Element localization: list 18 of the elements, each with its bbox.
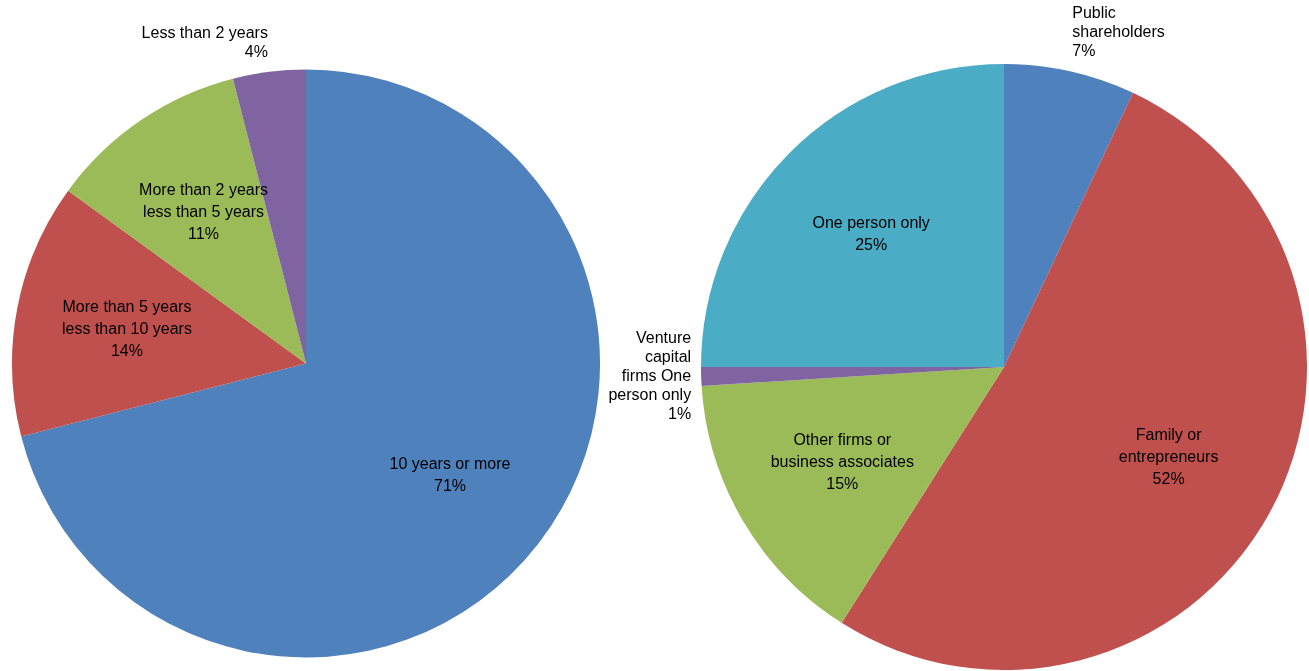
slice-label: Other firms or business associates (770, 431, 914, 471)
data-label: 7% (1072, 42, 1096, 60)
slice-label: Less than 2 years (141, 23, 268, 41)
data-label: 11% (188, 225, 219, 243)
slice-label: Family or entrepreneurs (1118, 425, 1219, 465)
data-label: 14% (110, 341, 143, 359)
data-label: 1% (668, 405, 692, 423)
data-label: 71% (434, 476, 467, 494)
data-label: 4% (244, 42, 268, 60)
data-label: 52% (1152, 469, 1185, 487)
slice-label: Venture capital firms One person only (608, 329, 692, 404)
data-label: 25% (855, 235, 888, 253)
data-label: 15% (826, 475, 859, 493)
slice-label: Public shareholders (1072, 4, 1165, 41)
slice-label: More than 2 years less than 5 years (139, 181, 269, 221)
slice-label: One person only (812, 213, 930, 231)
slice-label: More than 5 years less than 10 years (62, 297, 192, 337)
slice-label: 10 years or more (389, 454, 511, 472)
